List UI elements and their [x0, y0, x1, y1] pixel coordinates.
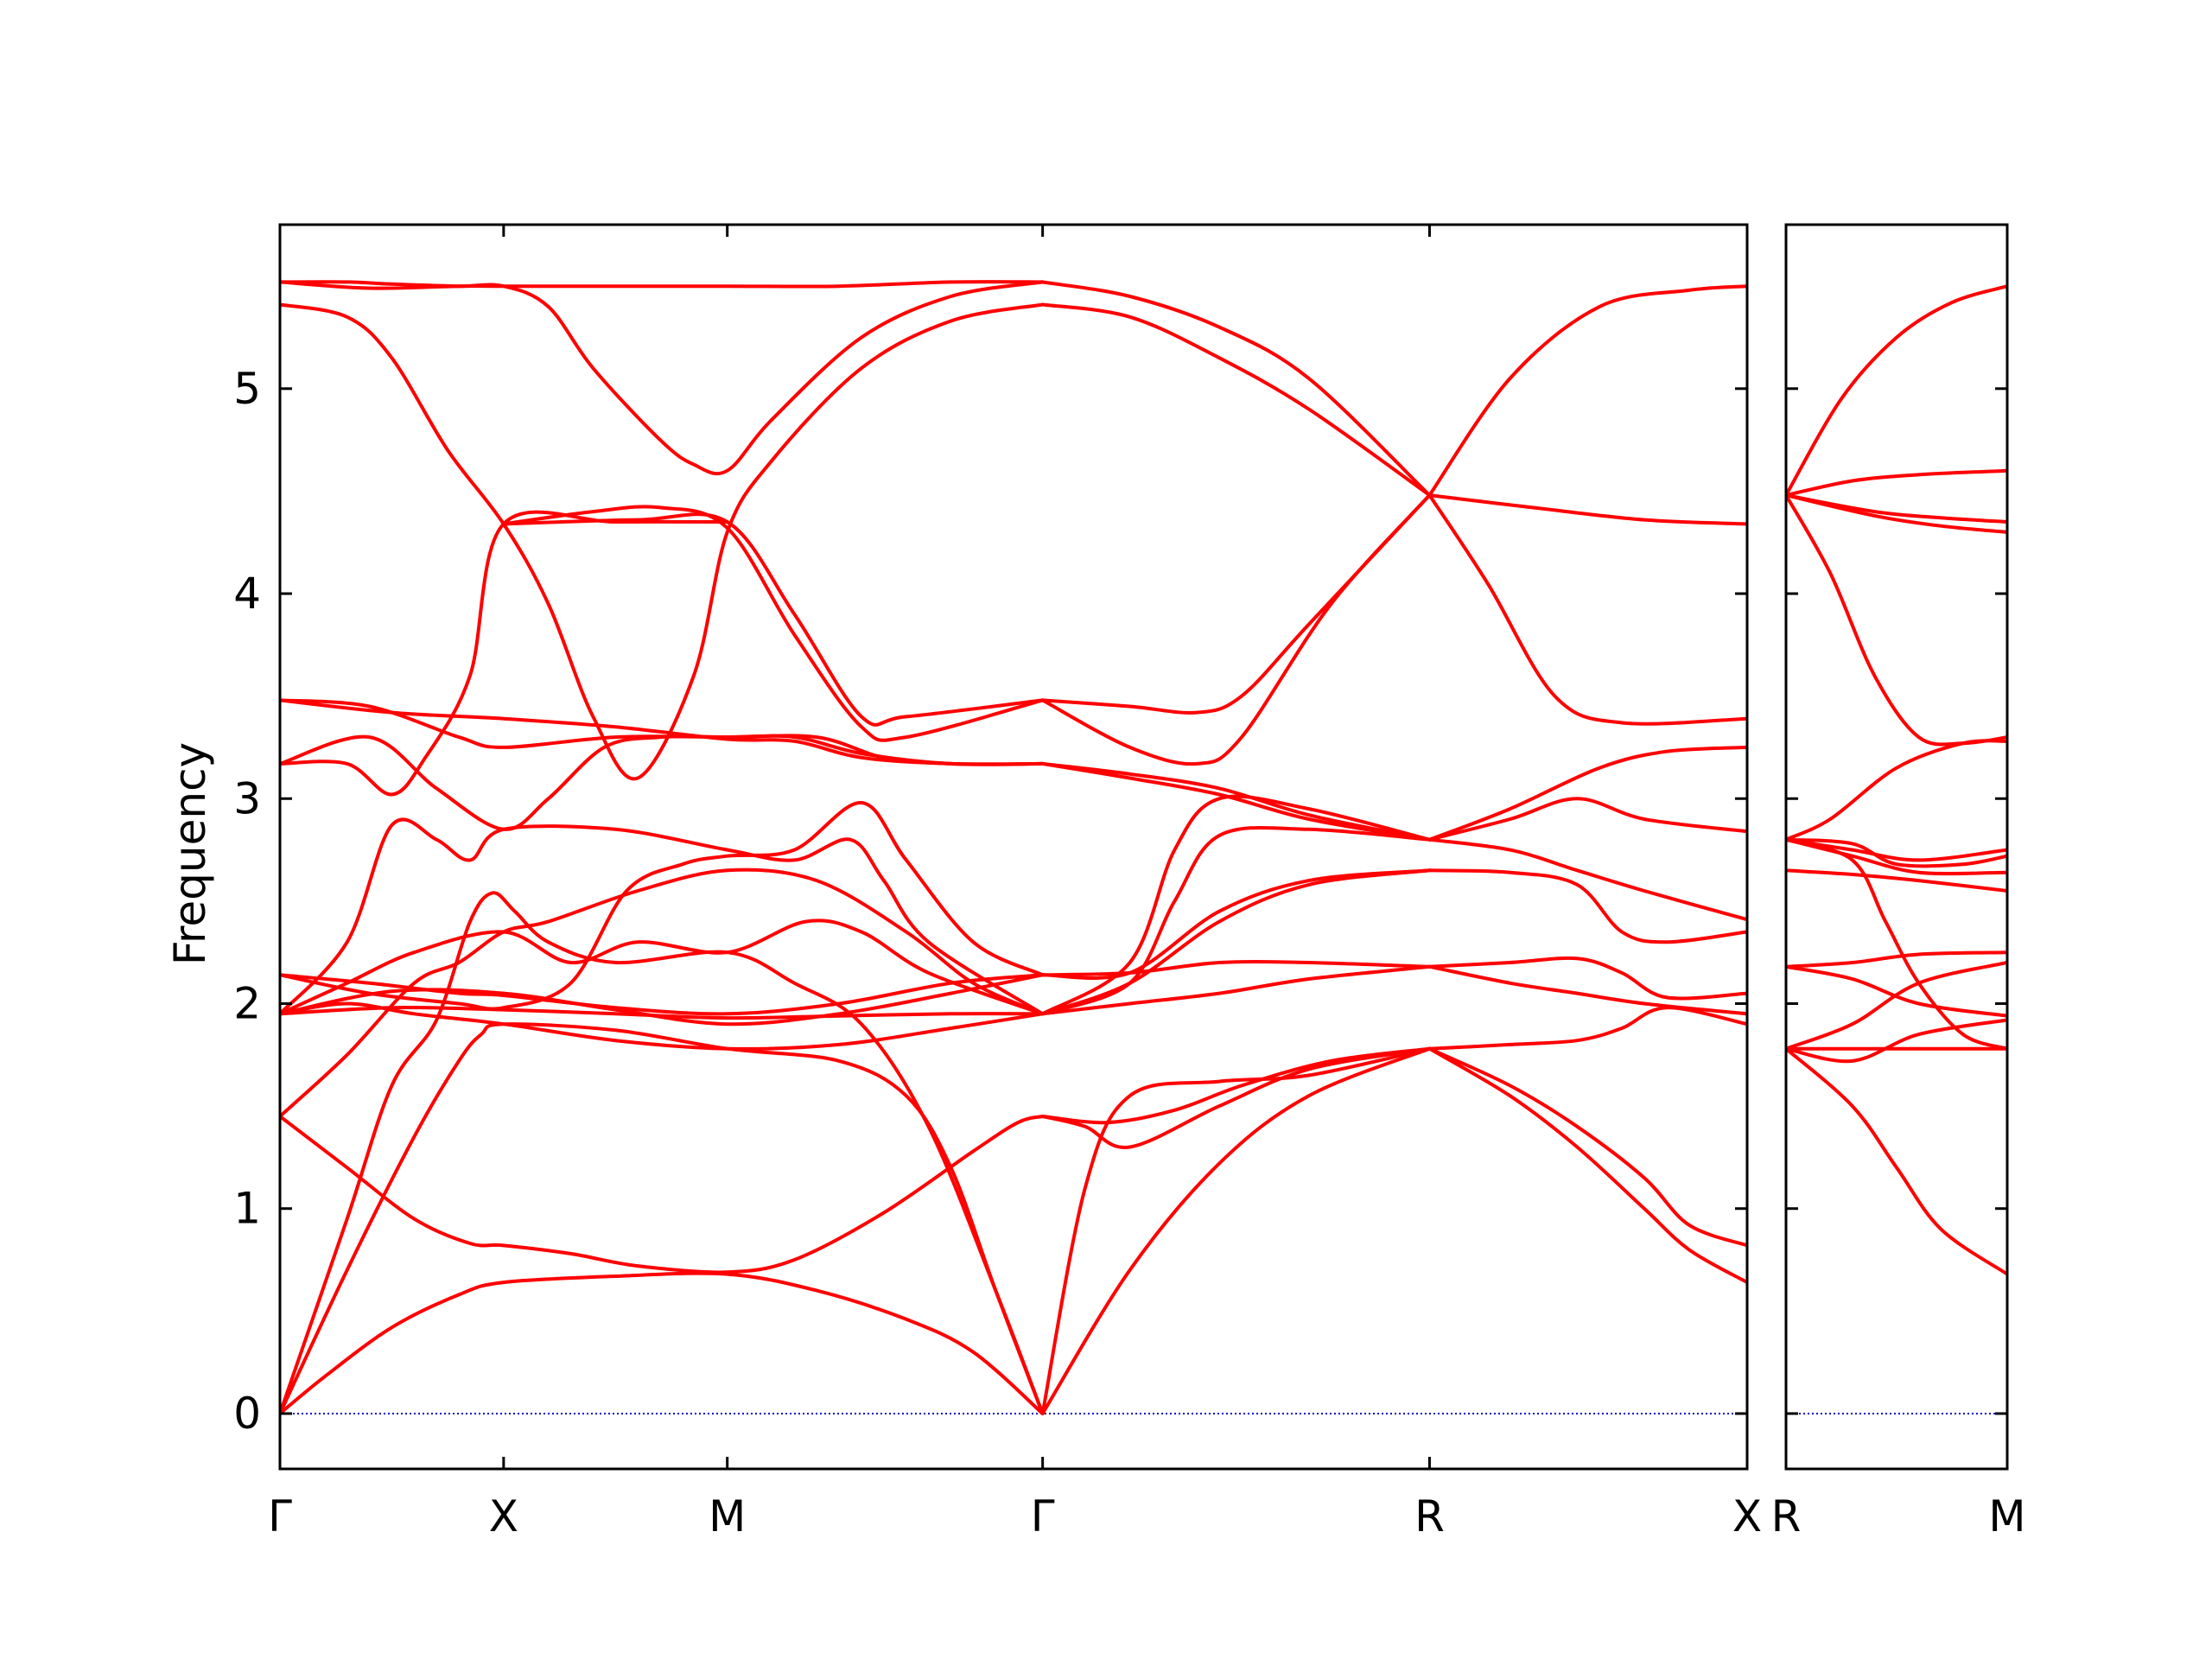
phonon-band: [280, 891, 1045, 1415]
phonon-band: [1786, 837, 2007, 868]
phonon-band: [1427, 868, 1747, 944]
y-tick-label: 1: [233, 1184, 261, 1234]
phonon-band: [1040, 761, 1432, 842]
y-tick-label: 0: [233, 1389, 261, 1439]
phonon-band: [1040, 959, 1432, 977]
phonon-band: [1040, 1046, 1432, 1415]
phonon-band: [1040, 964, 1432, 1016]
phonon-band: [1427, 1046, 1747, 1248]
phonon-band: [1040, 868, 1432, 1016]
x-tick-label: Γ: [268, 1491, 292, 1541]
phonon-band: [1786, 964, 2007, 1018]
phonon-band: [280, 302, 1045, 781]
phonon-bands: [280, 280, 1747, 1415]
phonon-band: [1786, 284, 2007, 498]
y-axis-label: Frequency: [165, 742, 215, 965]
phonon-band: [1786, 868, 2007, 893]
x-tick-label: Γ: [1031, 1491, 1055, 1541]
phonon-band: [1427, 797, 1747, 842]
x-tick-label: X: [489, 1491, 518, 1541]
phonon-band: [1427, 493, 1747, 726]
y-tick-label: 4: [233, 569, 261, 619]
phonon-band: [280, 1006, 1045, 1020]
x-tick-label: M: [1988, 1491, 2025, 1541]
y-tick-label: 3: [233, 773, 261, 823]
phonon-band: [1427, 745, 1747, 842]
phonon-band: [1786, 1046, 2007, 1276]
phonon-band: [1427, 1046, 1747, 1285]
x-tick-label: R: [1414, 1491, 1445, 1541]
phonon-band: [1786, 837, 2007, 1051]
phonon-band: [1427, 956, 1747, 1001]
phonon-band: [1427, 1006, 1747, 1051]
phonon-band: [280, 1271, 1045, 1415]
phonon-band: [1040, 1046, 1432, 1149]
phonon-band: [280, 280, 1045, 290]
phonon-band: [1786, 493, 2007, 524]
y-tick-label: 2: [233, 978, 261, 1028]
phonon-band: [1786, 468, 2007, 498]
phonon-band: [280, 1022, 1045, 1415]
phonon-band: [280, 973, 1045, 1016]
phonon-band: [1786, 1018, 2007, 1064]
phonon-band: [501, 505, 1045, 742]
x-tick-label: X: [1732, 1491, 1762, 1541]
phonon-band: [280, 280, 1045, 476]
phonon-band: [1040, 1046, 1432, 1415]
phonon-band: [1040, 761, 1432, 842]
phonon-band: [280, 973, 1045, 1027]
panel-1: 0 1 2 3 4 5 Γ X M Γ R X: [233, 223, 1762, 1541]
phonon-band: [280, 817, 1045, 1016]
phonon-band: [1427, 837, 1747, 922]
phonon-band: [501, 512, 1045, 727]
y-tick-label: 5: [233, 364, 261, 414]
phonon-band: [1786, 493, 2007, 534]
phonon-band: [1786, 961, 2007, 1051]
phonon-band: [1040, 868, 1432, 980]
phonon-band: [1427, 493, 1747, 526]
phonon-band: [1786, 950, 2007, 969]
panel-frame: [1784, 223, 2009, 1471]
phonon-band: [1786, 837, 2007, 862]
phonon-band: [280, 801, 1045, 1011]
phonon-bands: [1786, 284, 2007, 1276]
phonon-band: [280, 1115, 1045, 1274]
phonon-band: [1040, 280, 1432, 498]
phonon-band: [1040, 493, 1432, 715]
x-tick-label: M: [709, 1491, 746, 1541]
phonon-band: [1040, 302, 1432, 498]
panel-frame: [278, 223, 1749, 1471]
x-tick-label: R: [1771, 1491, 1802, 1541]
phonon-band: [280, 918, 1045, 1016]
phonon-band: [1040, 1046, 1432, 1125]
phonon-band: [1427, 284, 1747, 498]
phonon-band: [1040, 493, 1432, 766]
phonon-band: [1786, 493, 2007, 747]
phonon-band: [280, 698, 1045, 766]
phonon-band: [1786, 739, 2007, 842]
phonon-band: [1427, 964, 1747, 1016]
